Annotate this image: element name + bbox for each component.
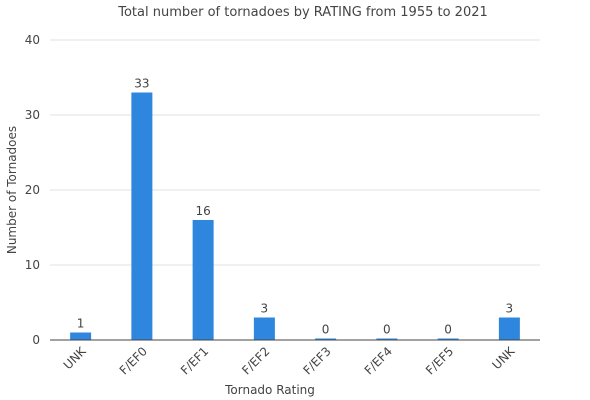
bar — [498, 317, 520, 340]
y-tick-label: 10 — [25, 258, 40, 272]
bar — [437, 338, 459, 340]
data-label: 16 — [195, 204, 210, 218]
data-label: 33 — [134, 77, 149, 91]
bars — [70, 92, 520, 340]
chart-title: Total number of tornadoes by RATING from… — [117, 5, 488, 20]
gridlines — [50, 39, 540, 266]
x-tick-label: F/EF4 — [362, 344, 395, 377]
bar — [192, 220, 214, 340]
data-label: 0 — [383, 323, 391, 337]
x-tick-label: F/EF5 — [423, 344, 456, 377]
x-axis-title: Tornado Rating — [224, 383, 315, 397]
x-axis-ticks: UNK F/EF0 F/EF1 F/EF2 F/EF3 F/EF4 F/EF5 UNK — [61, 343, 519, 377]
data-labels: 1 33 16 3 0 0 0 3 — [77, 77, 513, 337]
data-label: 3 — [506, 302, 514, 316]
bar — [315, 338, 337, 340]
data-label: 3 — [261, 302, 269, 316]
x-tick-label: F/EF2 — [239, 344, 272, 377]
bar — [70, 332, 92, 340]
bar — [131, 92, 153, 340]
y-axis-ticks: 0 10 20 30 40 — [25, 33, 40, 347]
data-label: 1 — [77, 317, 85, 331]
x-tick-label: F/EF1 — [178, 344, 211, 377]
x-tick-label: F/EF0 — [117, 344, 150, 377]
bar — [376, 338, 398, 340]
bar — [253, 317, 275, 340]
x-tick-label: UNK — [489, 343, 518, 372]
data-label: 0 — [322, 323, 330, 337]
y-axis-title: Number of Tornadoes — [5, 126, 19, 254]
y-tick-label: 20 — [25, 183, 40, 197]
y-tick-label: 0 — [32, 333, 40, 347]
y-tick-label: 40 — [25, 33, 40, 47]
data-label: 0 — [444, 323, 452, 337]
x-tick-label: F/EF3 — [300, 344, 333, 377]
y-tick-label: 30 — [25, 108, 40, 122]
x-tick-label: UNK — [61, 343, 90, 372]
